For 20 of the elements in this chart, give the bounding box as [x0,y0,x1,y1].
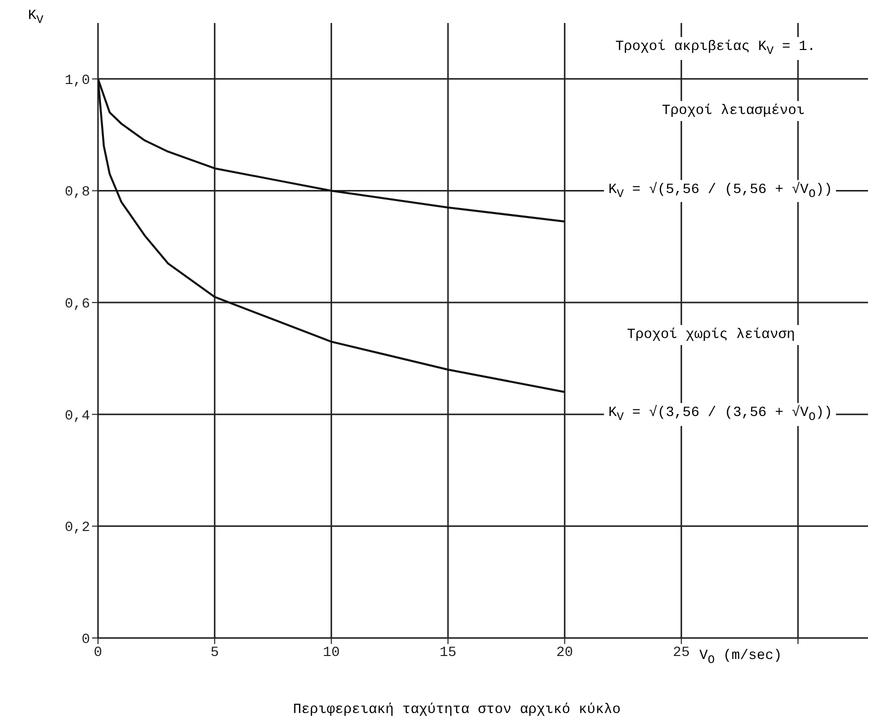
y-tick-label: 0 [82,632,90,648]
annotation: K$_{V}$ = √(3,56 / (3,56 + √V$_{O}$)) [604,403,836,426]
y-tick-label: 0,4 [64,408,90,424]
x-tick-label: 20 [556,644,574,661]
annotation: K$_{V}$ = √(5,56 / (5,56 + √V$_{O}$)) [604,180,836,202]
y-tick-label: 0,6 [64,296,90,313]
y-axis-title: K$_{V}$ [28,8,44,27]
x-axis-title: Περιφερειακή ταχύτητα στον αρχικό κύκλο [293,702,621,718]
annotation: Τροχοί χωρίς λείανση [623,324,800,345]
y-tick-label: 0,8 [64,184,90,201]
x-tick-label: 15 [440,644,456,661]
y-tick-label: 0,2 [64,520,90,536]
text: V$_{O}$ (m/sec) [695,646,786,669]
annotation: Τροχοί ακριβείας K$_{V}$ = 1. [611,36,820,60]
x-tick-label: 25 [672,644,690,661]
y-tick-label: 1,0 [64,72,90,89]
x-tick-label: 5 [210,644,219,661]
annotation: Τροχοί λειασμένοι [658,101,809,122]
x-tick-label: 10 [322,644,340,661]
x-tick-label: 0 [94,644,102,661]
